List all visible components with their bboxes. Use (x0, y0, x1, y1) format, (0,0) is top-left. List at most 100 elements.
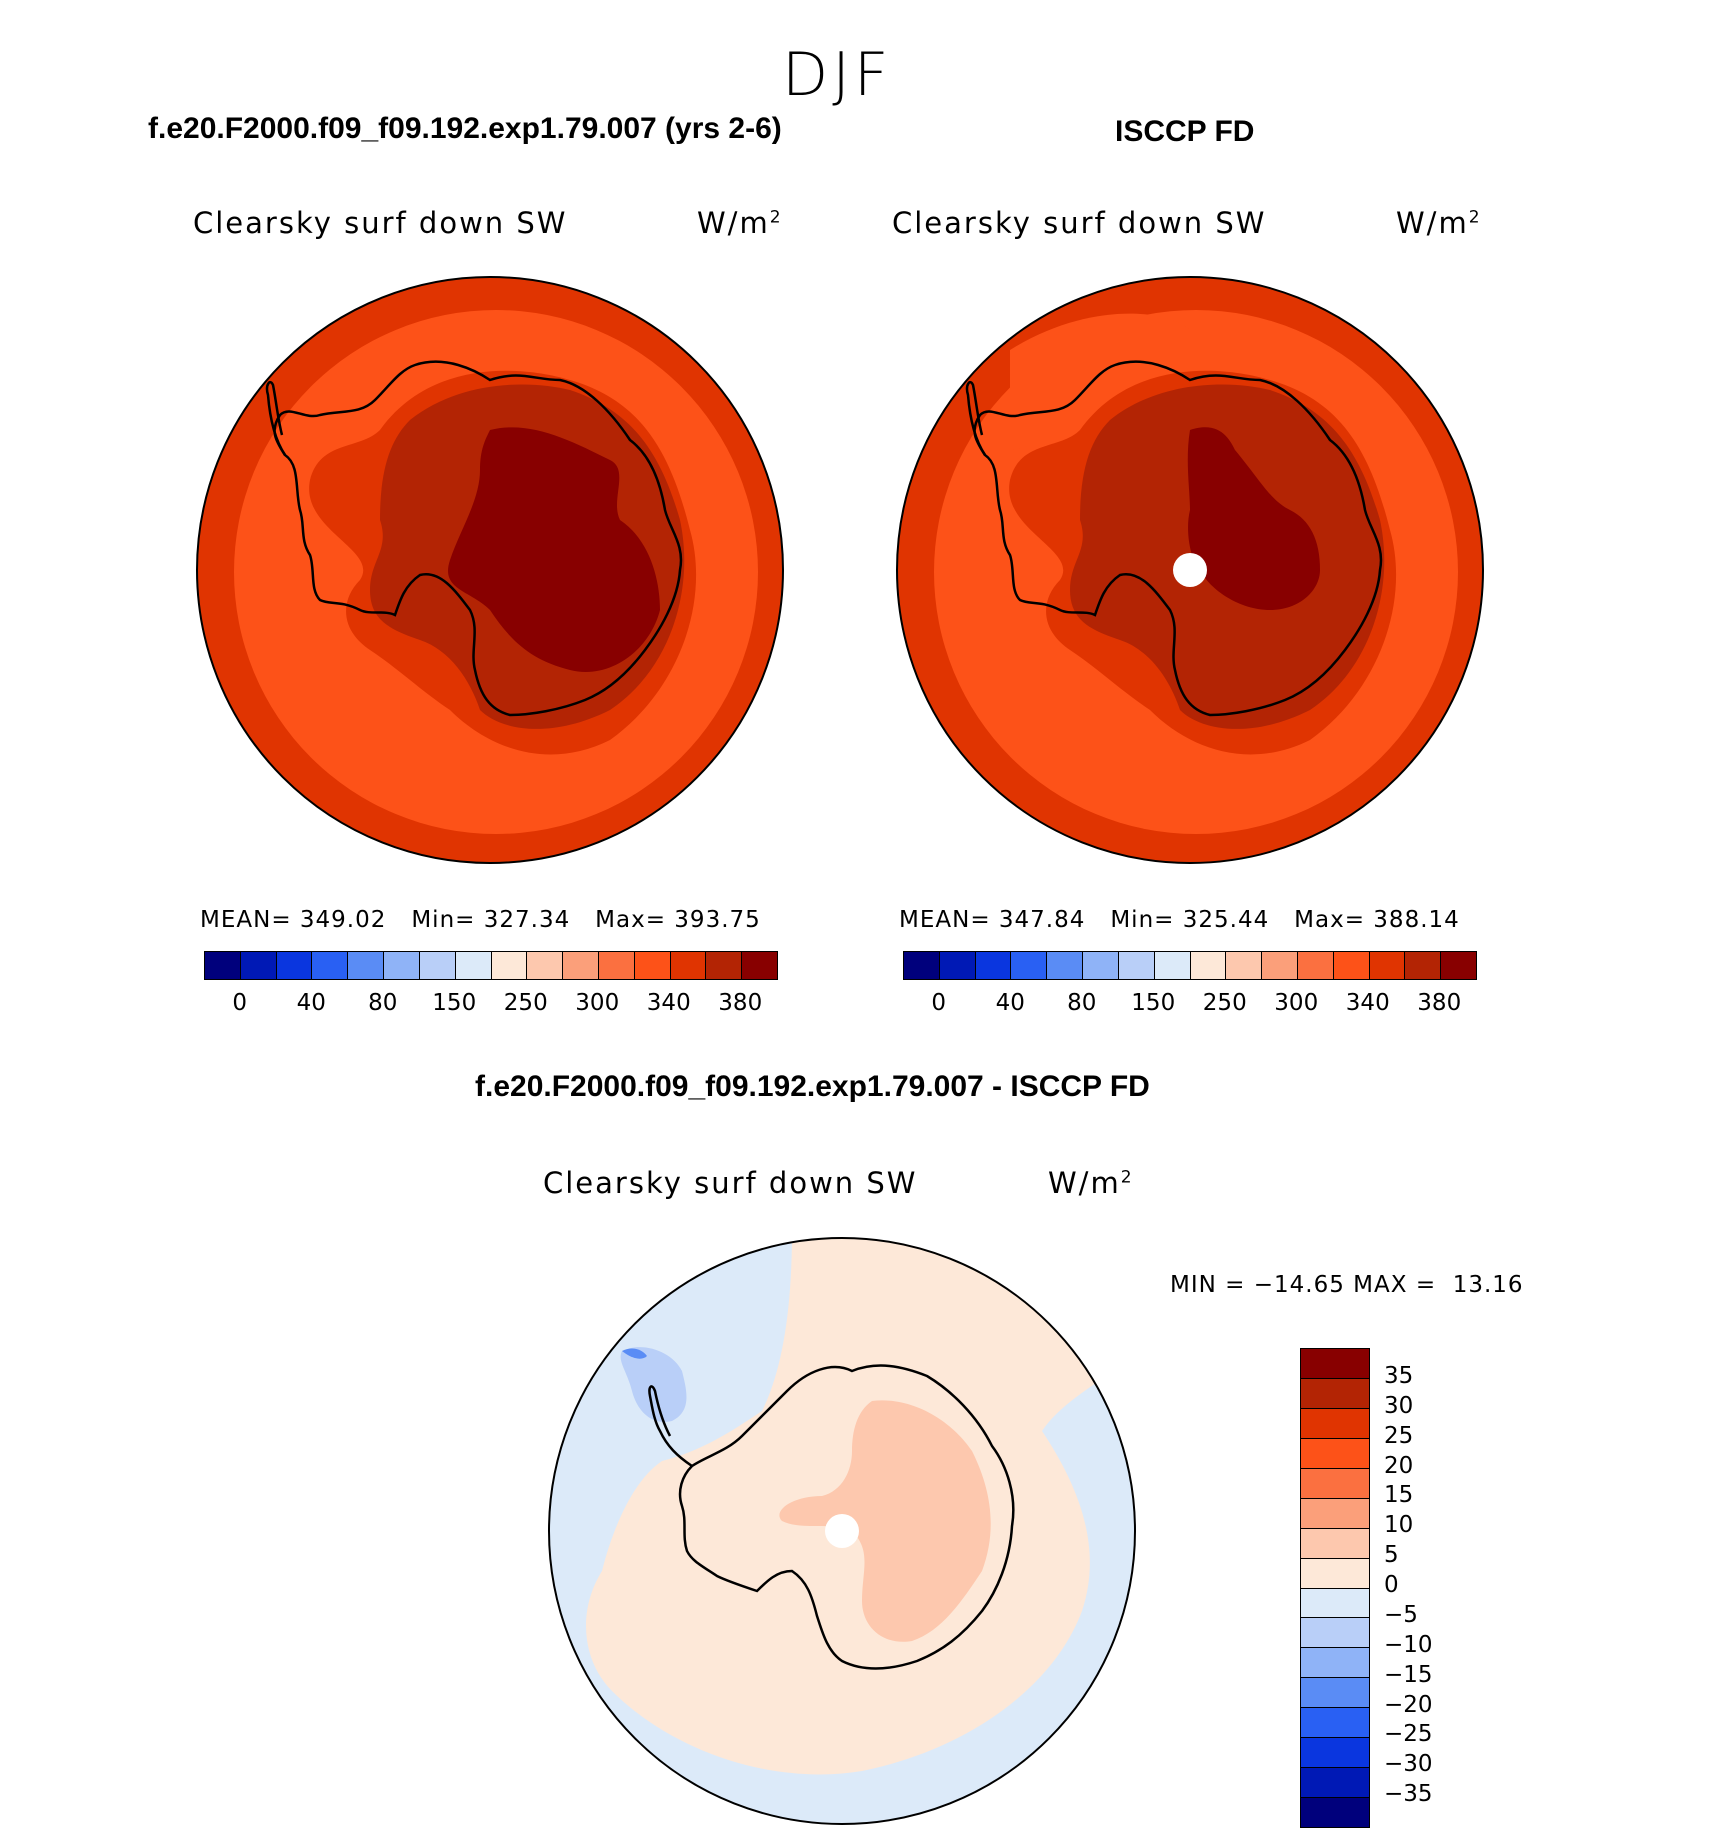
colorbar-swatch (1301, 1349, 1369, 1379)
colorbar-swatch (1369, 952, 1406, 979)
colorbar-tick-label: −15 (1384, 1661, 1433, 1688)
diff-units-label: W/m2 (1048, 1166, 1134, 1200)
obs-panel-title: ISCCP FD (1115, 115, 1255, 148)
colorbar-tick-label: 150 (1131, 990, 1176, 1016)
obs-variable-label: Clearsky surf down SW (892, 206, 1267, 240)
colorbar-tick-label: 380 (718, 990, 763, 1016)
colorbar-tick-label: 300 (1274, 990, 1319, 1016)
diff-minmax: MIN = −14.65 MAX = 13.16 (1170, 1272, 1524, 1298)
colorbar-tick-label: 80 (368, 990, 398, 1016)
obs-stats: MEAN= 347.84 Min= 325.44 Max= 388.14 (899, 907, 1460, 933)
diff-colorbar-ticks: 35 30 25 20 15 10 5 0 −5 −10 −15 −20 −25 −30 −35 (1384, 1348, 1484, 1826)
colorbar-swatch (1301, 1768, 1369, 1799)
colorbar-swatch (455, 952, 492, 979)
model-units-label: W/m2 (697, 206, 783, 240)
colorbar-tick-label: 10 (1384, 1512, 1414, 1539)
colorbar-swatch (1301, 1588, 1369, 1619)
model-polar-map (196, 276, 784, 864)
obs-polar-map (896, 276, 1484, 864)
colorbar-swatch (1301, 1438, 1369, 1469)
colorbar-swatch (1301, 1498, 1369, 1529)
colorbar-swatch (1301, 1528, 1369, 1559)
cool-anomaly-patch (620, 1347, 687, 1422)
colorbar-tick-label: −10 (1384, 1631, 1433, 1658)
colorbar-swatch (240, 952, 277, 979)
colorbar-swatch (563, 952, 599, 979)
colorbar-swatch (1301, 1738, 1369, 1769)
colorbar-swatch (706, 952, 743, 979)
model-variable-label: Clearsky surf down SW (193, 206, 568, 240)
colorbar-tick-label: −35 (1384, 1781, 1433, 1808)
colorbar-swatch (634, 952, 671, 979)
diff-panel-title: f.e20.F2000.f09_f09.192.exp1.79.007 - IS… (475, 1070, 1150, 1103)
obs-colorbar-ticks: 0 40 80 150 250 300 340 380 (903, 990, 1475, 1020)
colorbar-swatch (1441, 952, 1476, 979)
colorbar-swatch (1301, 1468, 1369, 1499)
colorbar-swatch (276, 952, 313, 979)
colorbar-swatch (598, 952, 635, 979)
pole-missing-data (825, 1514, 859, 1548)
colorbar-tick-label: 0 (1384, 1572, 1399, 1598)
plateau-max (448, 427, 660, 672)
colorbar-tick-label: 15 (1384, 1482, 1414, 1509)
model-panel-title: f.e20.F2000.f09_f09.192.exp1.79.007 (yrs… (148, 112, 782, 145)
colorbar-swatch (1301, 1618, 1369, 1649)
pole-missing-data (1173, 553, 1207, 587)
colorbar-swatch (419, 952, 456, 979)
colorbar-swatch (1333, 952, 1370, 979)
colorbar-tick-label: 25 (1384, 1422, 1414, 1449)
colorbar-swatch (1301, 1678, 1369, 1709)
colorbar-swatch (904, 952, 940, 979)
colorbar-tick-label: 150 (432, 990, 477, 1016)
colorbar-swatch (1301, 1378, 1369, 1409)
season-title: DJF (782, 40, 893, 110)
colorbar-tick-label: 0 (931, 990, 947, 1016)
model-colorbar-ticks: 0 40 80 150 250 300 340 380 (204, 990, 776, 1020)
colorbar-tick-label: 80 (1067, 990, 1097, 1016)
colorbar-tick-label: 40 (995, 990, 1025, 1016)
colorbar-swatch (205, 952, 241, 979)
colorbar-swatch (491, 952, 528, 979)
colorbar-swatch (939, 952, 976, 979)
obs-colorbar (903, 951, 1477, 980)
colorbar-tick-label: −30 (1384, 1751, 1433, 1778)
colorbar-tick-label: −5 (1384, 1601, 1418, 1628)
colorbar-swatch (1190, 952, 1227, 979)
peninsula-coastline (265, 380, 287, 456)
colorbar-swatch (527, 952, 564, 979)
colorbar-swatch (1405, 952, 1442, 979)
colorbar-tick-label: 20 (1384, 1452, 1414, 1479)
colorbar-tick-label: 250 (503, 990, 548, 1016)
colorbar-swatch (1301, 1558, 1369, 1589)
colorbar-swatch (1297, 952, 1334, 979)
warm-anomaly-core (779, 1400, 991, 1642)
colorbar-swatch (1301, 1708, 1369, 1739)
colorbar-tick-label: −20 (1384, 1691, 1433, 1718)
model-stats: MEAN= 349.02 Min= 327.34 Max= 393.75 (200, 907, 761, 933)
diff-polar-map (548, 1237, 1136, 1825)
model-colorbar (204, 951, 778, 980)
obs-units-label: W/m2 (1396, 206, 1482, 240)
map-boundary (196, 276, 784, 864)
colorbar-swatch (742, 952, 777, 979)
colorbar-swatch (1083, 952, 1119, 979)
colorbar-swatch (1011, 952, 1048, 979)
colorbar-swatch (1301, 1408, 1369, 1439)
colorbar-tick-label: 30 (1384, 1392, 1414, 1419)
colorbar-tick-label: 40 (296, 990, 326, 1016)
colorbar-swatch (312, 952, 349, 979)
colorbar-tick-label: −25 (1384, 1721, 1433, 1748)
colorbar-swatch (1301, 1648, 1369, 1679)
colorbar-swatch (1226, 952, 1263, 979)
colorbar-tick-label: 5 (1384, 1542, 1399, 1569)
colorbar-tick-label: 380 (1417, 990, 1462, 1016)
colorbar-tick-label: 340 (646, 990, 691, 1016)
colorbar-swatch (348, 952, 385, 979)
colorbar-tick-label: 250 (1202, 990, 1247, 1016)
colorbar-swatch (1301, 1798, 1369, 1827)
colorbar-swatch (975, 952, 1012, 979)
colorbar-swatch (670, 952, 707, 979)
colorbar-swatch (384, 952, 420, 979)
colorbar-tick-label: 300 (575, 990, 620, 1016)
colorbar-swatch (1047, 952, 1084, 979)
